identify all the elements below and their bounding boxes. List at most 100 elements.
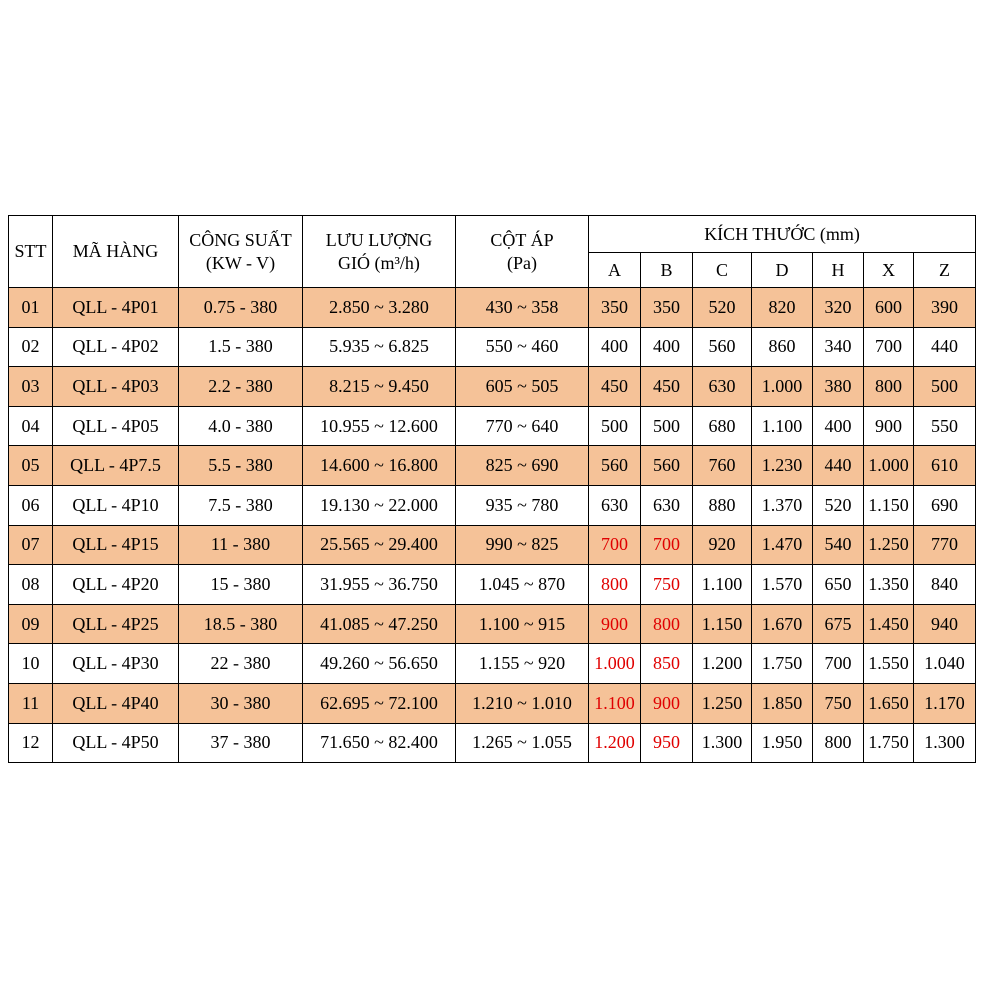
cell-dim-a: 630 (588, 484, 641, 526)
col-header-dim-x: X (863, 252, 914, 288)
cell-stt: 02 (8, 326, 53, 368)
cell-dim-d: 860 (751, 326, 813, 368)
cell-dim-b: 450 (640, 366, 693, 407)
cell-dim-h: 440 (812, 445, 864, 486)
cell-stt: 11 (8, 682, 53, 724)
cell-dim-h: 320 (812, 287, 864, 328)
cell-dim-h: 520 (812, 484, 864, 526)
cell-cot-ap: 1.045 ~ 870 (455, 564, 589, 605)
table-row: 11 QLL - 4P40 30 - 380 62.695 ~ 72.100 1… (8, 682, 977, 724)
cell-dim-z: 840 (912, 564, 977, 605)
cell-dim-h: 675 (812, 603, 864, 645)
cell-cong-suat: 15 - 380 (178, 564, 303, 605)
cell-cong-suat: 30 - 380 (178, 682, 303, 724)
cell-stt: 08 (8, 564, 53, 605)
col-header-cong-suat-line1: CÔNG SUẤT (189, 229, 292, 250)
col-header-cot-ap: CỘT ÁP (Pa) (455, 215, 589, 288)
cell-luu-luong: 25.565 ~ 29.400 (302, 524, 456, 566)
cell-stt: 03 (8, 366, 53, 407)
cell-dim-h: 400 (812, 405, 864, 447)
cell-dim-h: 380 (812, 366, 864, 407)
col-header-ma-hang: MÃ HÀNG (52, 215, 179, 288)
col-header-kich-thuoc: KÍCH THƯỚC (mm) (587, 215, 977, 253)
cell-dim-x: 1.450 (863, 603, 914, 645)
cell-dim-x: 1.350 (863, 564, 914, 605)
cell-dim-a: 350 (588, 287, 641, 328)
cell-ma-hang: QLL - 4P50 (52, 722, 179, 764)
table-row: 03 QLL - 4P03 2.2 - 380 8.215 ~ 9.450 60… (8, 366, 977, 407)
col-header-cot-ap-line1: CỘT ÁP (490, 229, 554, 250)
cell-dim-x: 700 (863, 326, 914, 368)
cell-dim-d: 1.370 (751, 484, 813, 526)
table-row: 09 QLL - 4P25 18.5 - 380 41.085 ~ 47.250… (8, 603, 977, 645)
col-header-cot-ap-line2: (Pa) (507, 252, 537, 273)
cell-dim-c: 1.200 (692, 643, 752, 684)
cell-luu-luong: 41.085 ~ 47.250 (302, 603, 456, 645)
cell-cong-suat: 1.5 - 380 (178, 326, 303, 368)
cell-luu-luong: 19.130 ~ 22.000 (302, 484, 456, 526)
cell-dim-a: 400 (588, 326, 641, 368)
cell-dim-z: 550 (912, 405, 977, 447)
cell-stt: 07 (8, 524, 53, 566)
cell-cong-suat: 5.5 - 380 (178, 445, 303, 486)
cell-stt: 06 (8, 484, 53, 526)
table-row: 08 QLL - 4P20 15 - 380 31.955 ~ 36.750 1… (8, 564, 977, 605)
cell-dim-h: 750 (812, 682, 864, 724)
cell-dim-h: 340 (812, 326, 864, 368)
cell-cot-ap: 1.155 ~ 920 (455, 643, 589, 684)
cell-dim-c: 880 (692, 484, 752, 526)
cell-cong-suat: 22 - 380 (178, 643, 303, 684)
col-header-cong-suat: CÔNG SUẤT (KW - V) (178, 215, 303, 288)
cell-dim-b: 630 (640, 484, 693, 526)
table-row: 01 QLL - 4P01 0.75 - 380 2.850 ~ 3.280 4… (8, 287, 977, 328)
cell-dim-b: 350 (640, 287, 693, 328)
header-row-main: STT MÃ HÀNG CÔNG SUẤT (KW - V) LƯU LƯỢNG… (8, 215, 977, 288)
table-row: 05 QLL - 4P7.5 5.5 - 380 14.600 ~ 16.800… (8, 445, 977, 486)
cell-dim-d: 1.950 (751, 722, 813, 764)
cell-cot-ap: 935 ~ 780 (455, 484, 589, 526)
cell-cot-ap: 990 ~ 825 (455, 524, 589, 566)
col-header-dim-z: Z (912, 252, 977, 288)
cell-cot-ap: 430 ~ 358 (455, 287, 589, 328)
cell-luu-luong: 31.955 ~ 36.750 (302, 564, 456, 605)
cell-dim-h: 540 (812, 524, 864, 566)
cell-dim-c: 1.100 (692, 564, 752, 605)
cell-cot-ap: 605 ~ 505 (455, 366, 589, 407)
col-header-cong-suat-line2: (KW - V) (205, 252, 276, 273)
cell-cot-ap: 825 ~ 690 (455, 445, 589, 486)
cell-dim-d: 1.000 (751, 366, 813, 407)
cell-ma-hang: QLL - 4P01 (52, 287, 179, 328)
col-header-luu-luong-line2: GIÓ (m³/h) (338, 252, 420, 273)
cell-luu-luong: 10.955 ~ 12.600 (302, 405, 456, 447)
cell-ma-hang: QLL - 4P15 (52, 524, 179, 566)
cell-stt: 09 (8, 603, 53, 645)
cell-cong-suat: 11 - 380 (178, 524, 303, 566)
cell-dim-b: 400 (640, 326, 693, 368)
cell-dim-x: 1.150 (863, 484, 914, 526)
cell-dim-c: 1.250 (692, 682, 752, 724)
cell-dim-b: 850 (640, 643, 693, 684)
cell-ma-hang: QLL - 4P02 (52, 326, 179, 368)
cell-dim-z: 770 (912, 524, 977, 566)
cell-luu-luong: 5.935 ~ 6.825 (302, 326, 456, 368)
table-row: 07 QLL - 4P15 11 - 380 25.565 ~ 29.400 9… (8, 524, 977, 566)
cell-dim-a: 500 (588, 405, 641, 447)
col-header-dim-h: H (812, 252, 864, 288)
cell-luu-luong: 49.260 ~ 56.650 (302, 643, 456, 684)
col-header-stt: STT (8, 215, 53, 288)
cell-luu-luong: 2.850 ~ 3.280 (302, 287, 456, 328)
cell-dim-a: 1.100 (588, 682, 641, 724)
cell-cot-ap: 770 ~ 640 (455, 405, 589, 447)
cell-cong-suat: 37 - 380 (178, 722, 303, 764)
cell-dim-x: 1.650 (863, 682, 914, 724)
cell-dim-a: 900 (588, 603, 641, 645)
cell-dim-c: 760 (692, 445, 752, 486)
table-row: 04 QLL - 4P05 4.0 - 380 10.955 ~ 12.600 … (8, 405, 977, 447)
cell-stt: 12 (8, 722, 53, 764)
col-header-luu-luong: LƯU LƯỢNG GIÓ (m³/h) (302, 215, 456, 288)
cell-dim-c: 1.300 (692, 722, 752, 764)
cell-dim-x: 1.550 (863, 643, 914, 684)
cell-dim-d: 1.570 (751, 564, 813, 605)
cell-dim-d: 1.670 (751, 603, 813, 645)
